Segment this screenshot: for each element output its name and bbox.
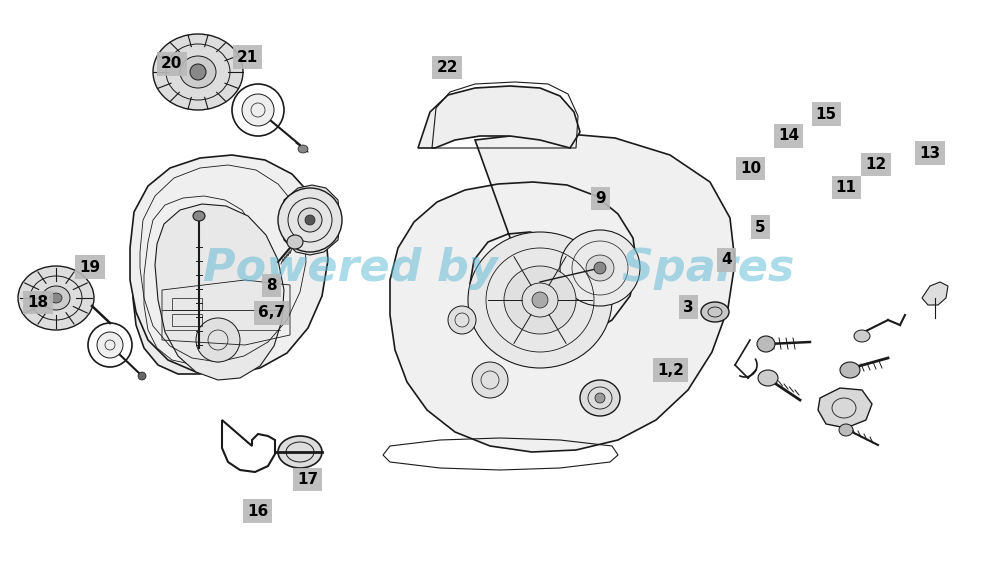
Ellipse shape — [298, 145, 308, 153]
Polygon shape — [922, 282, 948, 305]
Text: 3: 3 — [684, 300, 694, 315]
Ellipse shape — [504, 266, 576, 334]
Polygon shape — [130, 155, 328, 375]
Ellipse shape — [586, 255, 614, 281]
Ellipse shape — [594, 262, 606, 274]
Text: 16: 16 — [247, 504, 268, 518]
Text: 8: 8 — [266, 278, 276, 293]
Text: 12: 12 — [865, 157, 887, 172]
Ellipse shape — [468, 232, 612, 368]
Ellipse shape — [180, 56, 216, 88]
Ellipse shape — [839, 424, 853, 436]
Ellipse shape — [305, 215, 315, 225]
Ellipse shape — [532, 292, 548, 308]
Polygon shape — [280, 185, 340, 255]
Text: 6,7: 6,7 — [257, 305, 285, 320]
Text: 21: 21 — [237, 50, 258, 65]
Ellipse shape — [196, 318, 240, 362]
Polygon shape — [818, 388, 872, 428]
Text: 18: 18 — [27, 295, 49, 310]
Ellipse shape — [153, 34, 243, 110]
Text: 15: 15 — [815, 107, 837, 122]
Ellipse shape — [138, 372, 146, 380]
Polygon shape — [155, 204, 284, 380]
Text: 20: 20 — [161, 57, 183, 71]
Ellipse shape — [854, 330, 870, 342]
Text: 11: 11 — [835, 180, 857, 195]
Ellipse shape — [701, 302, 729, 322]
Polygon shape — [418, 86, 580, 148]
Text: Powered by        Spares: Powered by Spares — [204, 247, 794, 290]
Ellipse shape — [50, 293, 62, 303]
Ellipse shape — [42, 286, 70, 310]
Ellipse shape — [757, 336, 775, 352]
Text: 4: 4 — [722, 252, 732, 267]
Ellipse shape — [448, 306, 476, 334]
Ellipse shape — [193, 211, 205, 221]
Bar — [172, 298, 202, 310]
Ellipse shape — [298, 208, 322, 232]
Ellipse shape — [287, 235, 303, 249]
Ellipse shape — [595, 393, 605, 403]
Text: 17: 17 — [296, 472, 318, 487]
Ellipse shape — [97, 332, 123, 358]
Ellipse shape — [560, 230, 640, 306]
Polygon shape — [133, 188, 272, 374]
Ellipse shape — [242, 94, 274, 126]
Text: 22: 22 — [436, 60, 458, 75]
Ellipse shape — [472, 362, 508, 398]
Text: 19: 19 — [79, 260, 101, 275]
Text: 9: 9 — [596, 191, 606, 206]
Ellipse shape — [278, 436, 322, 468]
Ellipse shape — [190, 64, 206, 80]
Text: 5: 5 — [755, 220, 765, 235]
Text: 10: 10 — [740, 161, 761, 176]
Ellipse shape — [18, 266, 94, 330]
Ellipse shape — [278, 188, 342, 252]
Ellipse shape — [758, 370, 778, 386]
Text: 14: 14 — [777, 128, 799, 143]
Text: 13: 13 — [919, 146, 941, 160]
Bar — [172, 314, 202, 326]
Ellipse shape — [580, 380, 620, 416]
Text: 1,2: 1,2 — [658, 363, 684, 377]
Ellipse shape — [840, 362, 860, 378]
Polygon shape — [390, 132, 735, 452]
